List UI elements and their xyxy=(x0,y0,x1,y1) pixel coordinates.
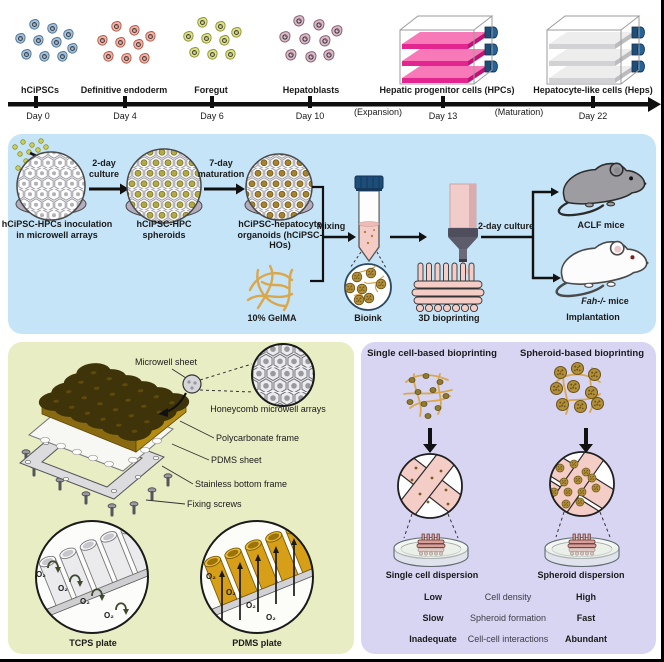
expansion-label: (Expansion) xyxy=(353,107,403,117)
printed-lattice xyxy=(411,262,485,313)
polycarbonate-plate xyxy=(38,363,190,453)
bioink-label: Bioink xyxy=(354,313,382,323)
honeycomb-label: Honeycomb microwell arrays xyxy=(210,404,326,414)
cells-endoderm xyxy=(97,20,156,64)
bioink-magnifier xyxy=(344,251,392,311)
aclf-mice-label: ACLF mice xyxy=(577,220,625,230)
pdms-sheet-label: PDMS sheet xyxy=(211,455,262,465)
microwell-sheet-label: Microwell sheet xyxy=(134,357,198,367)
step2-label: hCiPSC-HPC spheroids xyxy=(136,219,192,240)
polycarbonate-label: Polycarbonate frame xyxy=(216,433,300,443)
maturation-label: (Maturation) xyxy=(494,107,544,117)
step1-label: hCiPSC-HPCs inoculation in microwell arr… xyxy=(1,219,113,240)
row1-left: Low xyxy=(424,592,442,602)
flow-arrow-3 xyxy=(390,232,427,242)
gelma-label: 10% GelMA xyxy=(247,313,297,323)
o2-label-pdms-3: O₂ xyxy=(246,601,256,610)
fah-mice-label: Fah-/- mice xyxy=(581,296,629,307)
cells-hcipscs xyxy=(15,18,78,62)
bioink-tube xyxy=(354,175,384,263)
comparison-right-title: Spheroid-based bioprinting xyxy=(519,348,645,359)
flask-heps xyxy=(546,15,645,85)
stage-label-foregut: Foregut xyxy=(194,85,228,95)
stage-label-hepatoblasts: Hepatoblasts xyxy=(282,85,340,95)
implantation-label: Implantation xyxy=(566,312,620,322)
microwell-disc-empty xyxy=(15,151,87,221)
stage-label-hcipscs: hCiPSCs xyxy=(20,85,60,95)
fah-italic: Fah-/- xyxy=(581,296,606,306)
stage-label-heps: Hepatocyte-like cells (Heps) xyxy=(533,85,653,95)
tcps-plate-label: TCPS plate xyxy=(69,638,117,648)
o2-label-pdms-1: O₂ xyxy=(206,572,216,581)
row1-metric: Cell density xyxy=(484,592,532,602)
figure-border-right xyxy=(661,0,664,662)
down-arrow-right xyxy=(579,428,593,453)
screws-label: Fixing screws xyxy=(187,499,242,509)
section-comparison-bg xyxy=(361,342,656,654)
spheroid-suspension-icon xyxy=(549,361,605,415)
honeycomb-magnifier xyxy=(251,343,315,407)
day-6: Day 6 xyxy=(200,111,224,121)
printing-label: 3D bioprinting xyxy=(418,313,480,323)
microwell-sheet-icon xyxy=(158,363,254,417)
row1-right: High xyxy=(576,592,596,602)
culture-label: 2-day culture xyxy=(477,221,535,231)
petri-dish-left xyxy=(393,533,469,568)
gelma-fibers xyxy=(246,264,294,312)
microwell-disc-spheroids xyxy=(125,148,203,224)
row3-left: Inadequate xyxy=(409,634,457,644)
cells-hepatoblasts xyxy=(279,15,343,63)
o2-label-tcps-1: O₂ xyxy=(36,570,46,579)
flask-hpc xyxy=(399,15,498,85)
day-13: Day 13 xyxy=(428,111,458,121)
comparison-left-title: Single cell-based bioprinting xyxy=(367,348,497,359)
spheroid-strand-circle xyxy=(549,451,615,517)
o2-label-tcps-3: O₂ xyxy=(80,597,90,606)
row2-metric: Spheroid formation xyxy=(469,613,547,623)
right-caption: Spheroid dispersion xyxy=(537,570,625,580)
day-10: Day 10 xyxy=(295,111,325,121)
stage-label-hpcs: Hepatic progenitor cells (HPCs) xyxy=(379,85,515,95)
fah-rest: mice xyxy=(605,296,629,306)
row2-left: Slow xyxy=(422,613,444,623)
single-cell-strand-circle xyxy=(397,453,463,519)
step3-label: hCiPSC-hepatocyte organoids (hCiPSC-HOs) xyxy=(237,219,323,251)
cells-foregut xyxy=(183,16,242,60)
day-4: Day 4 xyxy=(113,111,137,121)
o2-label-pdms-4: O₂ xyxy=(266,613,276,622)
o2-label-tcps-2: O₂ xyxy=(58,584,68,593)
stainless-label: Stainless bottom frame xyxy=(195,479,288,489)
timeline-axis xyxy=(8,96,661,112)
stage-label-endoderm: Definitive endoderm xyxy=(80,85,168,95)
day-0: Day 0 xyxy=(26,111,50,121)
row3-metric: Cell-cell interactions xyxy=(467,634,549,644)
flow-arrow-1 xyxy=(89,183,129,195)
figure-border-bottom xyxy=(0,659,664,662)
o2-label-pdms-2: O₂ xyxy=(226,588,236,597)
day-22: Day 22 xyxy=(578,111,608,121)
layer-leader-lines xyxy=(145,420,215,505)
arrow2-label: 7-day maturation xyxy=(197,158,245,179)
mixing-bracket xyxy=(310,185,356,283)
row3-right: Abundant xyxy=(565,634,607,644)
row2-right: Fast xyxy=(576,613,596,623)
flow-arrow-2 xyxy=(204,183,245,195)
o2-label-tcps-4: O₂ xyxy=(104,611,114,620)
petri-dish-right xyxy=(544,533,620,568)
left-caption: Single cell dispersion xyxy=(385,570,479,580)
microwell-disc-organoids xyxy=(244,153,314,221)
implantation-arrows xyxy=(481,187,561,283)
single-cell-suspension-icon xyxy=(403,373,453,419)
pdms-plate-label: PDMS plate xyxy=(232,638,282,648)
mixing-label: Mixing xyxy=(316,221,346,231)
down-arrow-left xyxy=(423,428,437,453)
arrow1-label: 2-day culture xyxy=(88,158,119,179)
dispersion-dash-lines xyxy=(403,511,611,539)
